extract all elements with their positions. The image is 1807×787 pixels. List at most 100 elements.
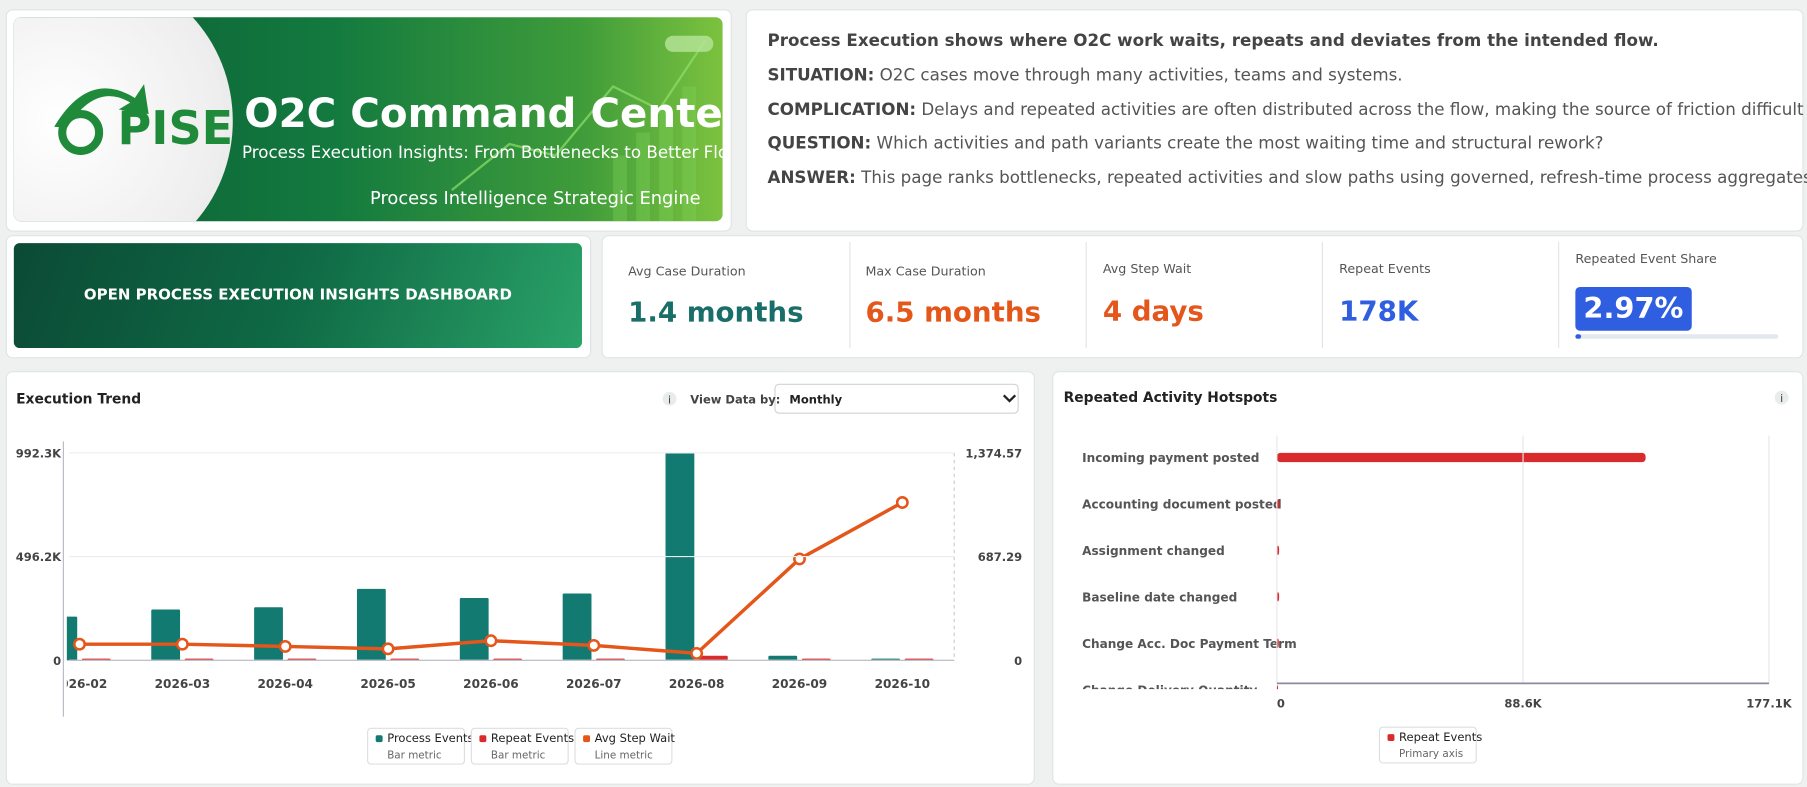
kpi-divider bbox=[1321, 242, 1323, 349]
bar bbox=[768, 655, 798, 661]
line-marker bbox=[175, 637, 189, 651]
y-tick-label: 496.2K bbox=[16, 550, 62, 564]
hotspot-plot: Incoming payment posted Accounting docume… bbox=[1082, 451, 1646, 697]
summary-headline: Process Execution shows where O2C work w… bbox=[767, 32, 1659, 51]
legend-label: Process Events bbox=[387, 731, 473, 745]
kpi-label: Repeated Event Share bbox=[1575, 251, 1717, 267]
y2-tick-label: 1,374.57 bbox=[965, 447, 1022, 461]
bar bbox=[254, 607, 283, 661]
x-tick-label: 2026-07 bbox=[566, 677, 622, 691]
bar bbox=[1276, 685, 1279, 690]
line-marker bbox=[381, 642, 395, 656]
summary-label: ANSWER: bbox=[767, 169, 856, 188]
kpi-value-badge: 2.97% bbox=[1575, 286, 1692, 331]
summary-item: QUESTION: Which activities and path vari… bbox=[768, 135, 1604, 153]
x-tick-label: 2026-10 bbox=[875, 677, 931, 691]
legend-label: Repeat Events bbox=[1399, 730, 1482, 744]
x-tick-label: 0 bbox=[1277, 697, 1285, 711]
trend-plot: 2026-02 2026-03 2026-04 2026-05 2026-06 2026-… bbox=[52, 452, 934, 691]
summary-panel bbox=[745, 9, 1804, 232]
x-tick-label: 88.6K bbox=[1504, 697, 1542, 711]
summary-text: This page ranks bottlenecks, repeated ac… bbox=[861, 169, 1807, 188]
y-tick-label: Change Delivery Quantity bbox=[1082, 683, 1257, 697]
line-marker bbox=[587, 638, 601, 652]
select-value: Monthly bbox=[789, 392, 842, 406]
y2-tick-label: 687.29 bbox=[978, 550, 1022, 564]
legend-note: Line metric bbox=[595, 749, 654, 761]
x-tick-label: 2026-03 bbox=[155, 677, 211, 691]
x-tick-label: 2026-04 bbox=[257, 677, 313, 691]
bar bbox=[1276, 499, 1280, 509]
y-tick-label: Assignment changed bbox=[1082, 544, 1225, 558]
y-tick-label: Baseline date changed bbox=[1082, 590, 1237, 604]
kpi-divider bbox=[1085, 242, 1087, 349]
banner: PISE O2C Command Center Process Executio… bbox=[13, 17, 723, 222]
open-dashboard-button[interactable]: OPEN PROCESS EXECUTION INSIGHTS DASHBOAR… bbox=[13, 243, 582, 349]
line-marker bbox=[278, 639, 292, 653]
summary-item: ANSWER: This page ranks bottlenecks, rep… bbox=[768, 169, 1807, 187]
kpi-progress-track bbox=[1575, 334, 1779, 339]
banner-title: O2C Command Center bbox=[244, 90, 722, 137]
line-marker bbox=[484, 634, 498, 648]
chart-title: Execution Trend bbox=[16, 391, 141, 407]
logo-mark bbox=[54, 84, 149, 128]
banner-art: PISE O2C Command Center Process Executio… bbox=[54, 35, 723, 222]
kpi-label: Max Case Duration bbox=[865, 263, 986, 279]
y-tick-label: 0 bbox=[53, 654, 61, 668]
line-marker bbox=[690, 646, 704, 660]
hotspot-panel bbox=[1052, 371, 1804, 785]
bar bbox=[151, 609, 181, 661]
x-tick-label: 2026-08 bbox=[669, 677, 725, 691]
bar bbox=[66, 616, 78, 661]
y-tick-label: Change Acc. Doc Payment Term bbox=[1082, 637, 1297, 651]
bar bbox=[562, 593, 592, 661]
legend-label: Avg Step Wait bbox=[595, 731, 676, 745]
legend-item bbox=[470, 727, 569, 765]
line-marker bbox=[895, 496, 909, 509]
kpi-value: 4 days bbox=[1102, 295, 1204, 328]
banner-bars bbox=[613, 86, 697, 222]
logo-text: PISE bbox=[118, 101, 234, 155]
kpi-label: Avg Case Duration bbox=[628, 263, 746, 279]
control-label: View Data by: bbox=[690, 392, 780, 406]
line-marker bbox=[73, 637, 86, 651]
banner-toggle bbox=[664, 35, 714, 52]
bar bbox=[698, 655, 728, 661]
legend-note: Primary axis bbox=[1399, 748, 1463, 760]
legend-label: Repeat Events bbox=[491, 731, 574, 745]
info-glyph: i bbox=[668, 394, 671, 406]
x-tick-label: 2026-06 bbox=[463, 677, 519, 691]
summary-item: SITUATION: O2C cases move through many a… bbox=[768, 67, 1403, 85]
legend-swatch bbox=[583, 735, 591, 743]
kpi-value: 1.4 months bbox=[628, 296, 804, 329]
trend-panel bbox=[5, 371, 1035, 785]
y2-tick-label: 0 bbox=[1014, 654, 1022, 668]
summary-label: SITUATION: bbox=[767, 66, 875, 86]
x-tick-label: 2026-02 bbox=[52, 677, 108, 691]
banner-subtitle: Process Execution Insights: From Bottlen… bbox=[242, 142, 723, 162]
summary-label: COMPLICATION: bbox=[767, 101, 917, 120]
legend-swatch bbox=[1387, 734, 1395, 742]
bar bbox=[1276, 452, 1646, 463]
kpi-divider bbox=[849, 242, 851, 349]
kpi-label: Repeat Events bbox=[1339, 261, 1431, 277]
bar bbox=[459, 598, 489, 661]
legend-item bbox=[1378, 726, 1477, 764]
summary-text: Which activities and path variants creat… bbox=[876, 134, 1604, 154]
summary-text: Delays and repeated activities are often… bbox=[921, 101, 1807, 120]
summary-text: O2C cases move through many activities, … bbox=[879, 66, 1403, 86]
summary-label: QUESTION: bbox=[767, 134, 872, 154]
x-tick-label: 177.1K bbox=[1746, 697, 1792, 711]
logo-ring bbox=[58, 110, 104, 156]
kpi-value: 178K bbox=[1339, 295, 1419, 328]
view-select[interactable] bbox=[774, 383, 1019, 414]
kpi-progress-fill bbox=[1575, 334, 1582, 339]
y-tick-label: Accounting document posted bbox=[1082, 498, 1282, 512]
legend-note: Bar metric bbox=[387, 749, 442, 761]
y-tick-label: Incoming payment posted bbox=[1082, 451, 1259, 465]
bar bbox=[356, 588, 386, 661]
info-glyph: i bbox=[1780, 393, 1783, 405]
